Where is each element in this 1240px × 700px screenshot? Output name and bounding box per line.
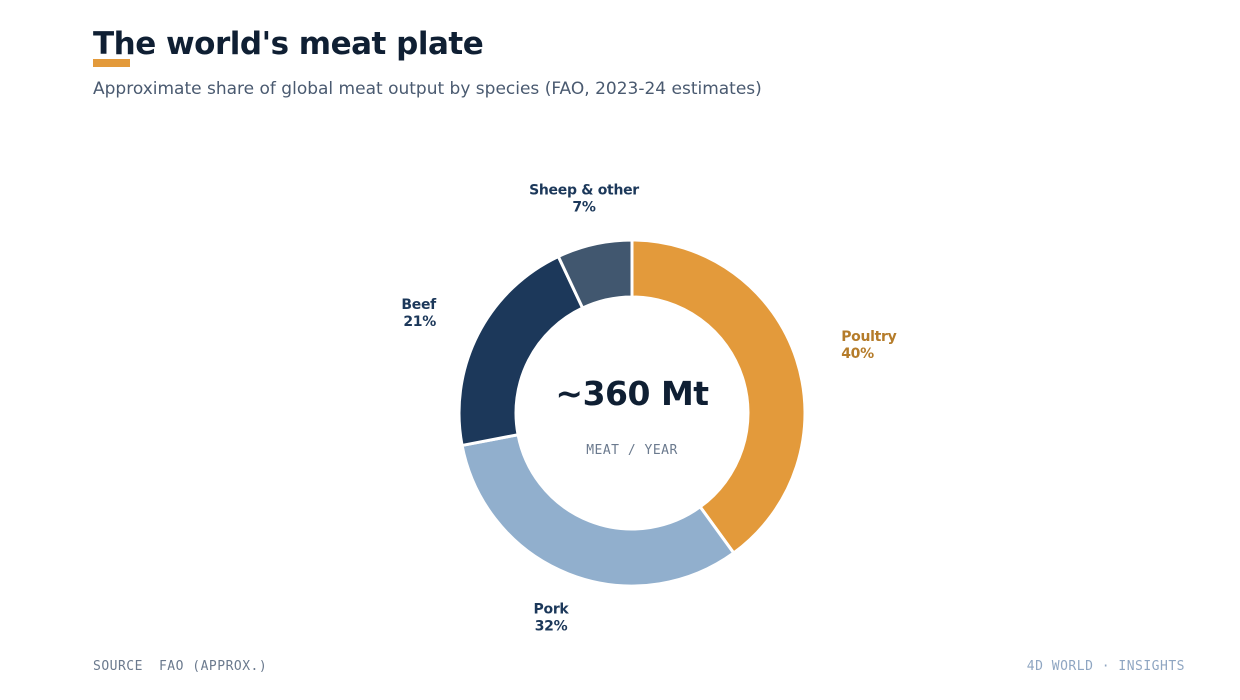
slice-pork	[460, 432, 736, 588]
center-total-value: ~360 Mt	[555, 374, 709, 413]
slice-poultry	[630, 238, 807, 556]
chart-subtitle: Approximate share of global meat output …	[93, 79, 762, 99]
slice-beef	[457, 254, 585, 448]
title-accent-bar	[93, 59, 130, 67]
slice-value-pork: 32%	[535, 619, 568, 635]
brand-credit: 4D WORLD · INSIGHTS	[1026, 659, 1185, 674]
chart-title: The world's meat plate	[93, 26, 484, 62]
title-accent-underline	[93, 59, 130, 67]
slice-sheep-other	[556, 238, 634, 311]
slice-label-sheep-other: Sheep & other	[529, 182, 639, 198]
slice-value-sheep-other: 7%	[572, 199, 595, 215]
source-label: SOURCE	[93, 659, 143, 674]
slice-label-beef: Beef	[401, 297, 437, 313]
slice-label-pork: Pork	[534, 602, 570, 618]
slice-label-poultry: Poultry	[841, 329, 896, 345]
center-total-label: MEAT / YEAR	[586, 443, 678, 458]
source-value: FAO (APPROX.)	[158, 659, 268, 674]
source-note: SOURCE FAO (APPROX.)	[93, 659, 267, 674]
slice-value-poultry: 40%	[841, 346, 874, 362]
slice-value-beef: 21%	[403, 314, 436, 330]
